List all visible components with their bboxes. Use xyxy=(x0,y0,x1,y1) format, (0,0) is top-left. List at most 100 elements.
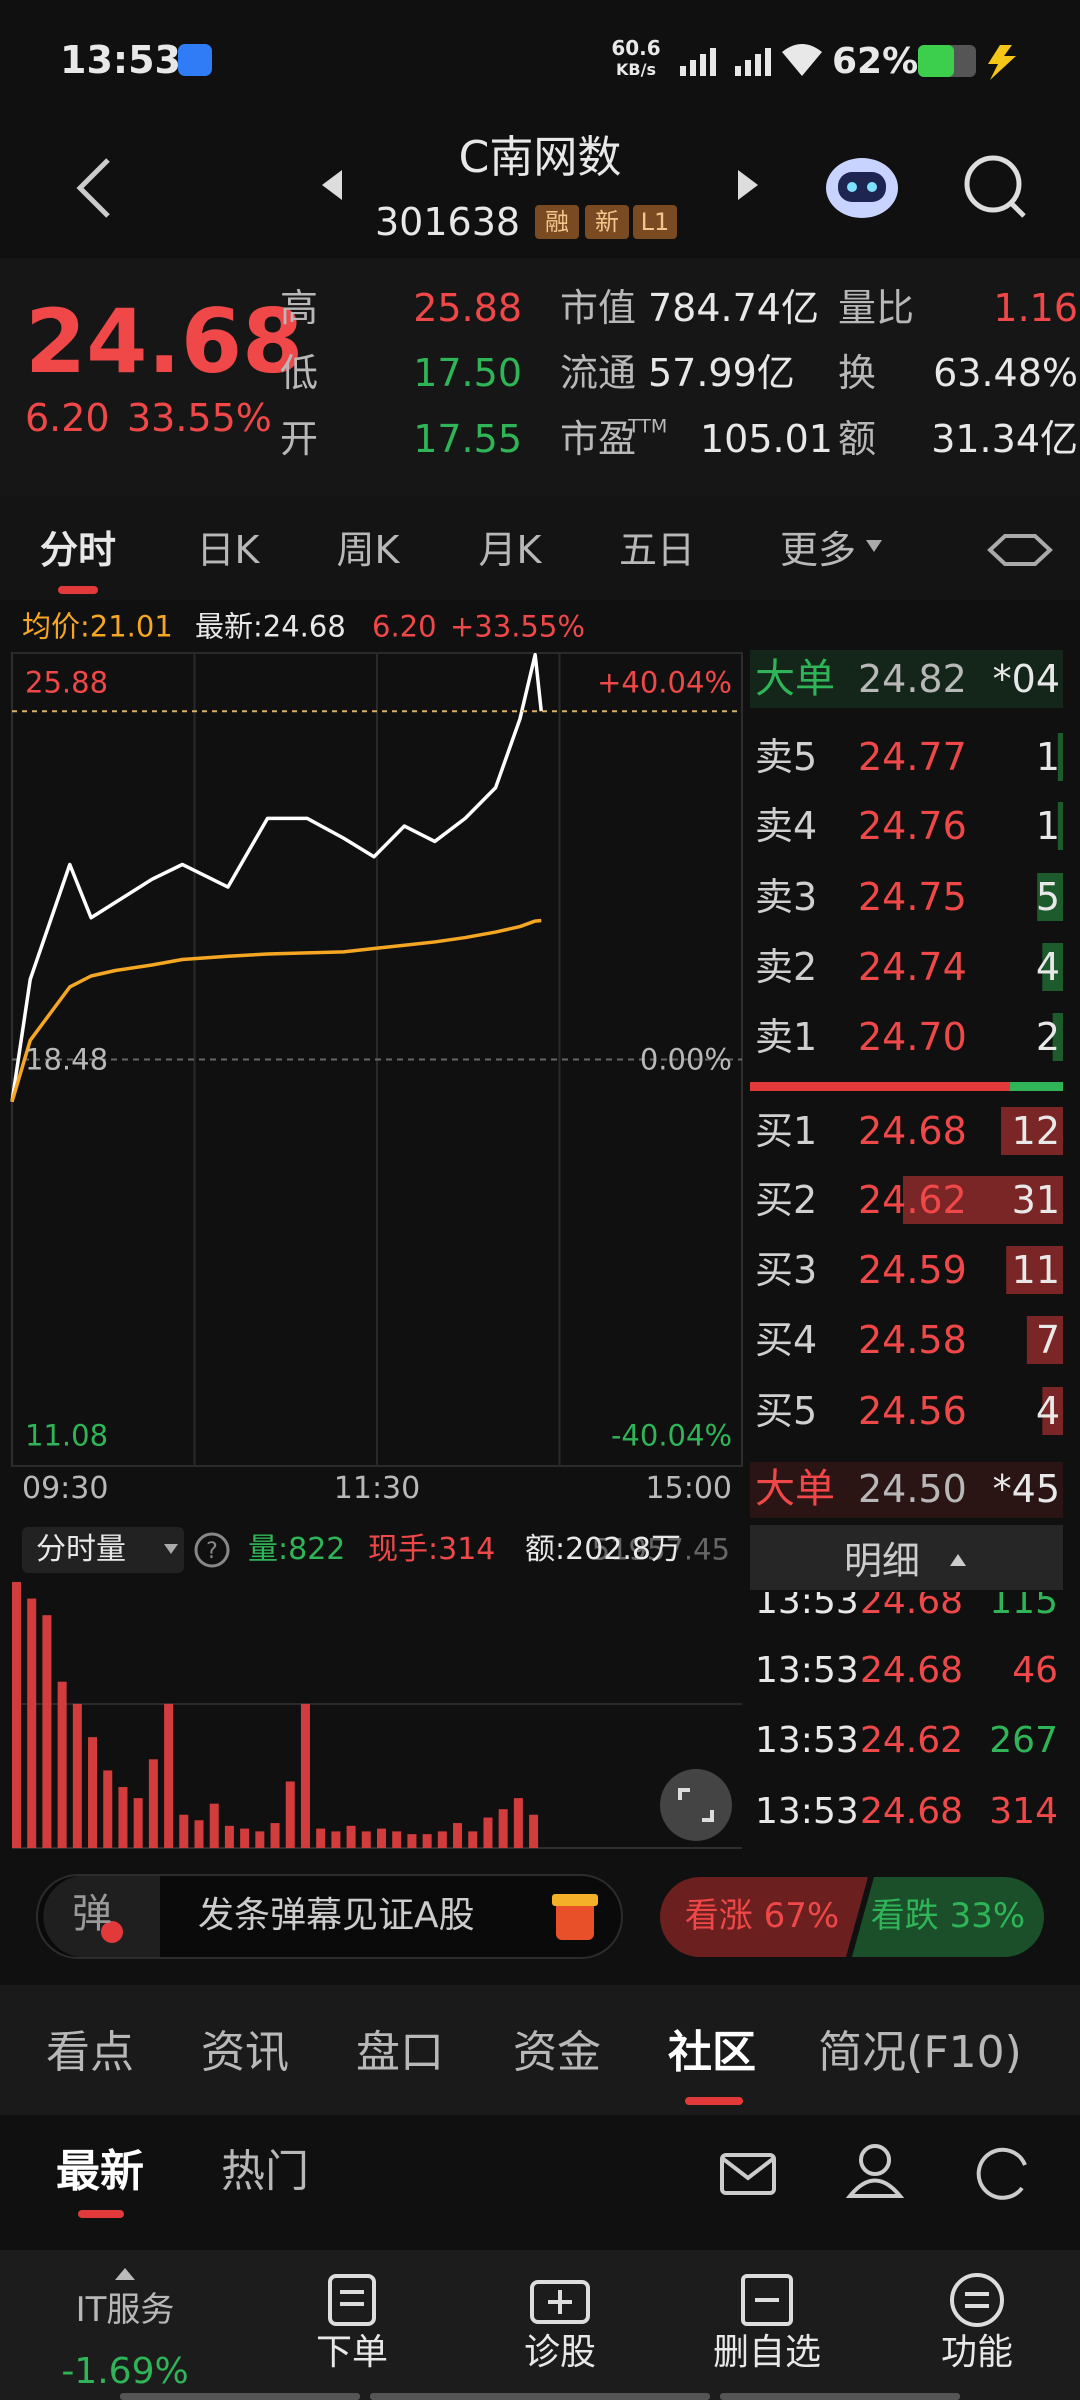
section-tab[interactable]: 资金 xyxy=(513,2027,601,2078)
big-order-top-background xyxy=(750,650,1063,708)
next-stock[interactable] xyxy=(738,170,758,200)
section-tab[interactable]: 盘口 xyxy=(356,2027,444,2078)
nav-item[interactable]: 诊股 xyxy=(523,2332,597,2373)
price-change: 6.20 xyxy=(25,396,110,440)
gift-icon[interactable] xyxy=(556,1900,594,1940)
section-tab[interactable]: 社区 xyxy=(668,2027,756,2078)
volume-selector[interactable] xyxy=(22,1527,184,1573)
trade-time: 13:53 xyxy=(755,1650,859,1691)
stat-label: 流通 xyxy=(560,351,637,395)
book-volume: 12 xyxy=(1011,1109,1060,1153)
big-order-price: 24.82 xyxy=(858,657,967,701)
y-tick-label: 11.08 xyxy=(25,1418,109,1453)
trade-volume: 115 xyxy=(989,1592,1058,1622)
period-tab[interactable]: 分时 xyxy=(39,528,117,572)
stat-label: 市盈 xyxy=(560,417,637,461)
search-button[interactable] xyxy=(964,155,1026,218)
book-label: 卖2 xyxy=(755,945,818,989)
help-icon[interactable] xyxy=(194,1532,230,1568)
section-tab-background xyxy=(0,1985,1080,2115)
prev-stock[interactable] xyxy=(322,170,342,200)
volume-bar xyxy=(224,1825,234,1848)
volume-stat: 额:202.8万 xyxy=(525,1532,681,1567)
more-arrow xyxy=(866,540,882,552)
selector-arrow xyxy=(164,1544,178,1554)
community-icons xyxy=(720,2144,1027,2200)
stat-value: 63.48% xyxy=(933,351,1078,395)
period-tab[interactable]: 日K xyxy=(196,528,260,572)
book-volume: 2 xyxy=(1035,1015,1060,1059)
profile-icon[interactable] xyxy=(859,2144,891,2176)
volume-stat: 量:822 xyxy=(248,1532,346,1567)
battery-fill xyxy=(918,45,954,77)
book-label: 买4 xyxy=(755,1318,818,1362)
volume-bar xyxy=(27,1598,37,1848)
badge xyxy=(633,205,677,239)
ask-volume-bar xyxy=(1042,943,1063,991)
book-volume: 5 xyxy=(1035,875,1060,919)
settings-icon[interactable] xyxy=(987,534,1053,566)
app-notify-icon xyxy=(178,44,212,76)
expand-button[interactable] xyxy=(660,1769,732,1841)
stat-label: 市值 xyxy=(560,286,637,330)
bear-vote[interactable]: 看跌 33% xyxy=(870,1896,1026,1936)
stat-value: 17.50 xyxy=(413,351,522,395)
message-icon[interactable] xyxy=(720,2153,776,2195)
stat-value: 31.34亿 xyxy=(931,417,1078,461)
stat-value: 784.74亿 xyxy=(648,286,819,330)
stat-label: 低 xyxy=(280,351,319,395)
barrage-toggle[interactable] xyxy=(43,1876,160,1957)
bull-vote[interactable]: 看涨 67% xyxy=(684,1896,840,1936)
sector-change: -1.69% xyxy=(61,2351,189,2392)
trade-time: 13:53 xyxy=(755,1720,859,1761)
trades-header[interactable] xyxy=(750,1525,1063,1590)
bull-button[interactable] xyxy=(660,1877,868,1957)
nav-item[interactable]: 删自选 xyxy=(712,2332,822,2373)
stat-label: 额 xyxy=(838,417,877,461)
bear-button[interactable] xyxy=(852,1877,1044,1957)
gift-ribbon xyxy=(552,1894,598,1906)
period-tab[interactable]: 月K xyxy=(478,528,542,572)
home-indicator xyxy=(120,2393,360,2400)
period-tab[interactable]: 更多 xyxy=(779,528,857,572)
volume-bar xyxy=(468,1831,478,1848)
book-price: 24.59 xyxy=(858,1248,967,1292)
period-tab[interactable]: 五日 xyxy=(618,528,696,572)
volume-bar xyxy=(103,1770,113,1848)
robot-assistant[interactable] xyxy=(826,158,898,218)
bid-volume-bar xyxy=(1026,1316,1063,1364)
section-tab[interactable]: 简况(F10) xyxy=(818,2027,1022,2078)
volume-bar xyxy=(164,1703,174,1848)
volume-bar xyxy=(179,1814,189,1848)
book-volume: 4 xyxy=(1035,945,1060,989)
refresh-icon[interactable] xyxy=(976,2147,1027,2200)
volume-bar xyxy=(209,1803,219,1848)
section-tab[interactable]: 资讯 xyxy=(201,2027,289,2078)
barrage-input[interactable] xyxy=(36,1874,623,1959)
book-price: 24.76 xyxy=(858,804,967,848)
volume-bar xyxy=(42,1615,52,1848)
trades-title[interactable]: 明细 xyxy=(843,1539,921,1583)
barrage-placeholder[interactable]: 发条弹幕见证A股 xyxy=(198,1895,475,1936)
volume-title[interactable]: 分时量 xyxy=(36,1532,126,1567)
badge-text: 融 xyxy=(545,208,569,236)
nav-item[interactable]: 下单 xyxy=(315,2332,389,2373)
nav-item[interactable]: 功能 xyxy=(940,2332,1014,2373)
x-tick-label: 11:30 xyxy=(333,1471,421,1506)
volume-bar xyxy=(255,1831,265,1848)
x-tick-label: 15:00 xyxy=(645,1471,732,1506)
section-tab[interactable]: 看点 xyxy=(46,2027,134,2078)
community-tab[interactable]: 热门 xyxy=(221,2146,309,2197)
volume-bar xyxy=(529,1814,539,1848)
bid-volume-bar xyxy=(1042,1387,1063,1435)
community-tab[interactable]: 最新 xyxy=(56,2146,144,2197)
back-button[interactable] xyxy=(76,158,110,218)
stat-value: 1.16 xyxy=(993,286,1078,330)
barrage-icon[interactable]: 弹 xyxy=(72,1891,112,1937)
book-label: 买1 xyxy=(755,1109,818,1153)
period-tab[interactable]: 周K xyxy=(336,528,400,572)
last-price: 24.68 xyxy=(25,290,304,393)
volume-bar xyxy=(12,1581,21,1848)
sector-name[interactable]: IT服务 xyxy=(75,2290,175,2330)
big-order-count: *04 xyxy=(992,657,1060,701)
